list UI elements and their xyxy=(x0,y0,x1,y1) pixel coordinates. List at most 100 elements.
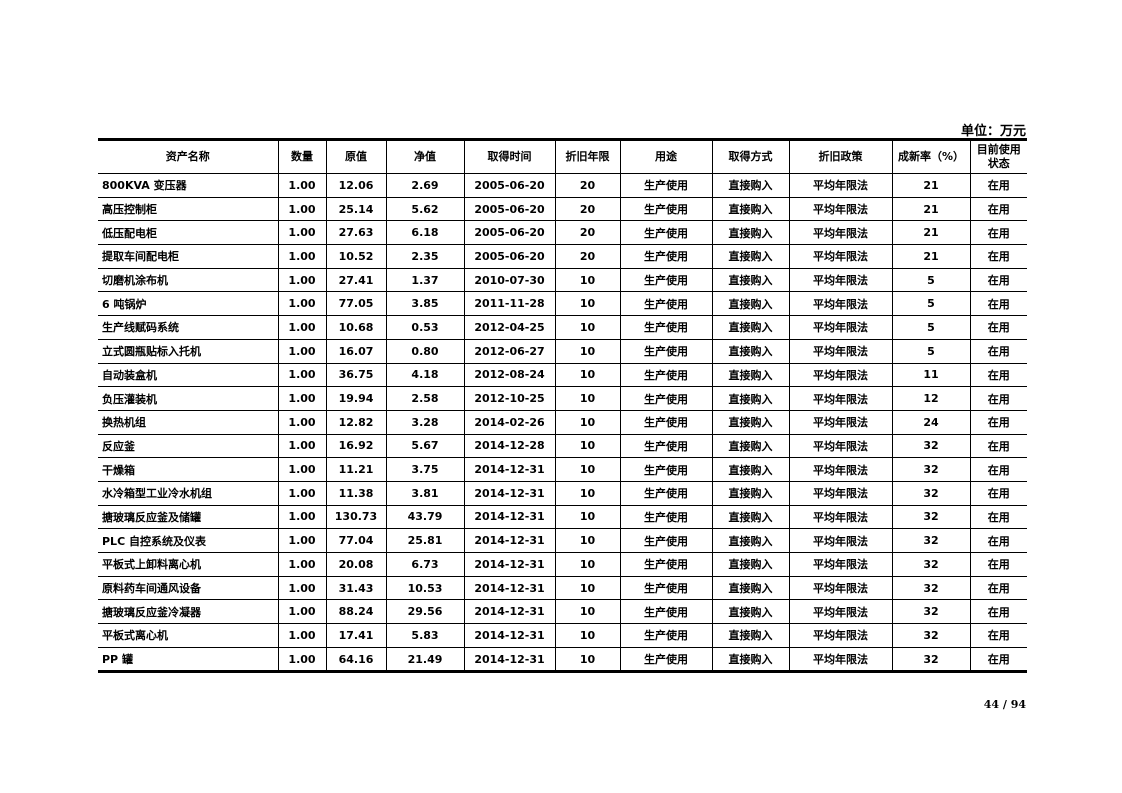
table-cell: 生产使用 xyxy=(619,267,713,293)
table-cell: 生产使用 xyxy=(619,623,713,648)
table-row: 切磨机涂布机 1.00 27.41 1.37 2010-07-30 10 生产使用 直接购入平… xyxy=(98,267,1027,293)
table-cell: 2005-06-20 xyxy=(463,173,556,198)
table-cell: 10 xyxy=(554,599,621,625)
table-cell: 2014-12-31 xyxy=(463,480,556,506)
table-cell: 10 xyxy=(554,362,621,388)
table-cell: 直接购入 xyxy=(711,386,790,411)
table-cell: 直接购入 xyxy=(711,338,790,364)
table-cell: 130.73 xyxy=(325,504,387,530)
table-cell: 1.00 xyxy=(277,315,327,340)
table-cell: 2005-06-20 xyxy=(463,196,556,222)
table-cell: 1.00 xyxy=(277,244,327,269)
table-cell: 生产使用 xyxy=(619,457,713,482)
table-cell: 直接购入 xyxy=(711,504,790,530)
column-header: 目前使用状态 xyxy=(969,139,1027,174)
column-header: 净值 xyxy=(385,139,465,174)
table-cell: 直接购入 xyxy=(711,315,790,340)
table-cell: 32 xyxy=(891,457,971,482)
table-cell: 10 xyxy=(554,623,621,648)
table-cell: 12.82 xyxy=(325,409,387,435)
table-cell: 88.24 xyxy=(325,599,387,625)
table-row: 干燥箱 1.00 11.21 3.75 2014-12-31 10 生产使用 直接购入 平均年限… xyxy=(98,457,1027,482)
table-cell: 1.00 xyxy=(277,575,327,601)
table-cell: 32 xyxy=(891,623,971,648)
table-row: 水冷箱型工业冷水机组 1.00 11.38 3.81 2014-12-31 10 生产使用直… xyxy=(98,480,1027,506)
table-cell: 3.85 xyxy=(385,291,465,317)
table-cell: 直接购入 xyxy=(711,575,790,601)
table-row: 立式圆瓶贴标入托机 1.00 16.07 0.80 2012-06-27 10 生产使用 直接… xyxy=(98,338,1027,364)
table-cell: 21 xyxy=(891,220,971,246)
table-cell: 在用 xyxy=(969,267,1027,293)
table-cell: 25.81 xyxy=(385,528,465,553)
table-cell: 1.00 xyxy=(277,528,327,553)
table-cell: 在用 xyxy=(969,386,1027,411)
table-cell: 12 xyxy=(891,386,971,411)
table-cell: 3.75 xyxy=(385,457,465,482)
table-cell: 平均年限法 xyxy=(788,386,893,411)
table-cell: 1.00 xyxy=(277,480,327,506)
table-cell: 在用 xyxy=(969,504,1027,530)
table-cell: 32 xyxy=(891,575,971,601)
table-cell: 直接购入 xyxy=(711,267,790,293)
table-cell: 1.00 xyxy=(277,196,327,222)
table-cell: 43.79 xyxy=(385,504,465,530)
table-row: 高压控制柜 1.00 25.14 5.62 2005-06-20 20 生产使用 直接购入 平均… xyxy=(98,196,1027,222)
table-cell: 平均年限法 xyxy=(788,220,893,246)
table-cell: 在用 xyxy=(969,362,1027,388)
table-cell: 17.41 xyxy=(325,623,387,648)
table-row: PLC 自控系统及仪表 1.00 77.04 25.81 2014-12-31 10 生产使… xyxy=(98,528,1027,553)
table-cell: 1.00 xyxy=(277,504,327,530)
table-cell: 平均年限法 xyxy=(788,291,893,317)
table-cell: 生产使用 xyxy=(619,599,713,625)
table-cell: 直接购入 xyxy=(711,244,790,269)
column-header: 用途 xyxy=(619,139,713,174)
table-cell: 16.92 xyxy=(325,433,387,459)
table-cell: 21 xyxy=(891,244,971,269)
table-cell: 36.75 xyxy=(325,362,387,388)
table-cell: 平均年限法 xyxy=(788,173,893,198)
table-cell: 27.63 xyxy=(325,220,387,246)
column-header: 资产名称 xyxy=(98,139,279,174)
table-cell: 生产使用 xyxy=(619,433,713,459)
table-row: 搪玻璃反应釜冷凝器 1.00 88.24 29.56 2014-12-31 10 生产使用直… xyxy=(98,599,1027,625)
table-cell: 直接购入 xyxy=(711,480,790,506)
table-cell: 10 xyxy=(554,433,621,459)
table-cell: 4.18 xyxy=(385,362,465,388)
table-cell: 10 xyxy=(554,552,621,577)
table-cell: 21 xyxy=(891,196,971,222)
column-header: 取得时间 xyxy=(463,139,556,174)
table-cell: 10 xyxy=(554,457,621,482)
table-cell: 直接购入 xyxy=(711,196,790,222)
table-cell: 低压配电柜 xyxy=(98,220,279,246)
table-cell: 在用 xyxy=(969,623,1027,648)
table-cell: 直接购入 xyxy=(711,173,790,198)
table-cell: 2.35 xyxy=(385,244,465,269)
table-cell: 5 xyxy=(891,267,971,293)
table-cell: 5 xyxy=(891,315,971,340)
table-cell: 在用 xyxy=(969,338,1027,364)
table-cell: 2012-04-25 xyxy=(463,315,556,340)
table-row: 原料药车间通风设备 1.00 31.43 10.53 2014-12-31 10 生产使用直… xyxy=(98,575,1027,601)
table-row: 平板式离心机 1.00 17.41 5.83 2014-12-31 10 生产使用 直接购入平… xyxy=(98,623,1027,648)
table-cell: 直接购入 xyxy=(711,623,790,648)
table-cell: 生产使用 xyxy=(619,244,713,269)
table-cell: 2014-12-28 xyxy=(463,433,556,459)
table-row: 自动装盒机 1.00 36.75 4.18 2012-08-24 10 生产使用 直接购入 平均… xyxy=(98,362,1027,388)
table-cell: 32 xyxy=(891,433,971,459)
table-cell: 平板式离心机 xyxy=(98,623,279,648)
table-cell: 1.00 xyxy=(277,433,327,459)
table-cell: 32 xyxy=(891,504,971,530)
table-cell: 直接购入 xyxy=(711,646,790,673)
table-cell: 在用 xyxy=(969,433,1027,459)
table-cell: 10.68 xyxy=(325,315,387,340)
table-cell: 20 xyxy=(554,244,621,269)
table-row: 搪玻璃反应釜及储罐 1.00 130.73 43.79 2014-12-31 10 生产使用… xyxy=(98,504,1027,530)
column-header: 数量 xyxy=(277,139,327,174)
table-cell: 2012-08-24 xyxy=(463,362,556,388)
table-row: 反应釜 1.00 16.92 5.67 2014-12-28 10 生产使用 直接购入 平均年限… xyxy=(98,433,1027,459)
table-cell: 77.04 xyxy=(325,528,387,553)
table-cell: 11 xyxy=(891,362,971,388)
table-row: 生产线赋码系统 1.00 10.68 0.53 2012-04-25 10 生产使用 直接购入… xyxy=(98,315,1027,340)
table-cell: 2.58 xyxy=(385,386,465,411)
table-cell: 1.00 xyxy=(277,362,327,388)
